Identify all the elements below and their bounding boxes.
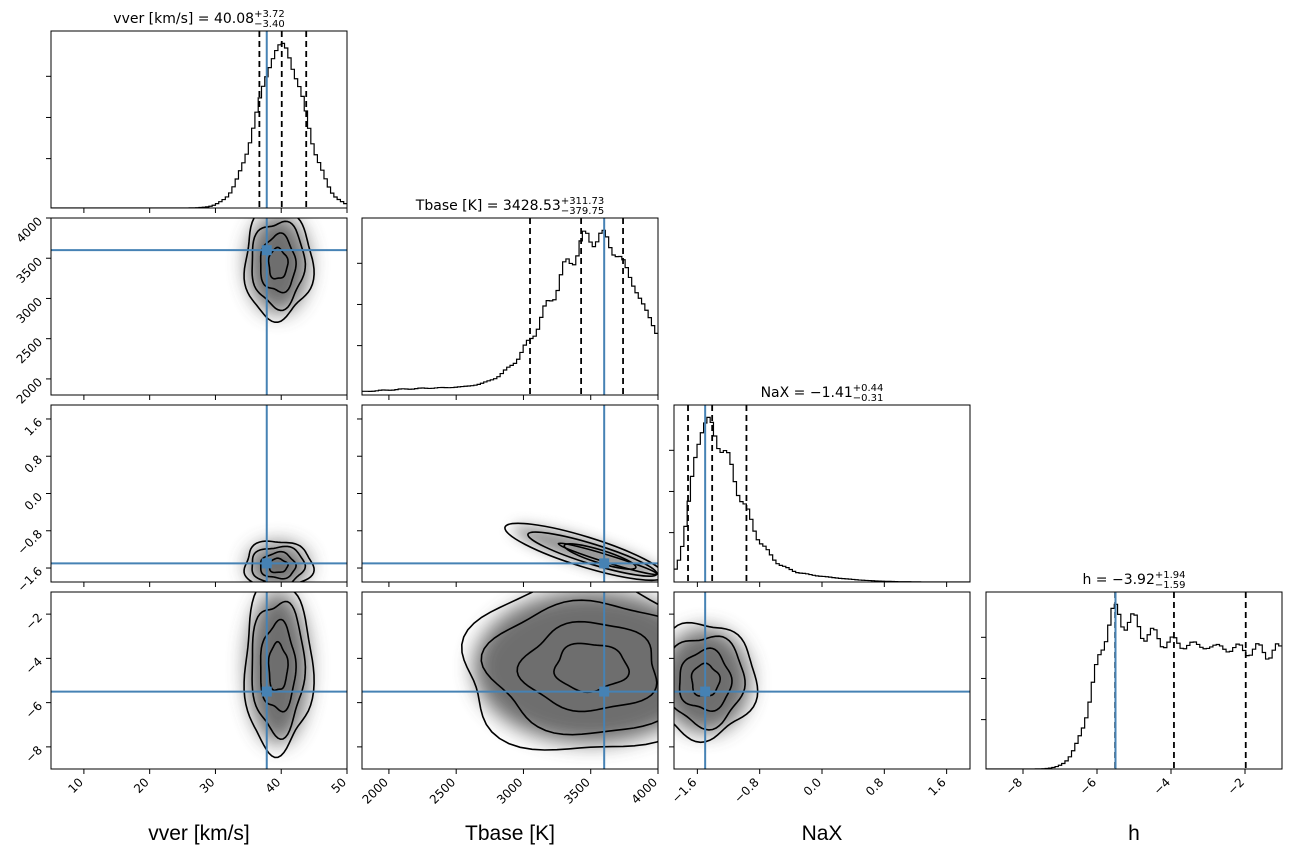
panel-frame bbox=[50, 217, 348, 396]
density-shade bbox=[247, 543, 309, 582]
contour-0 bbox=[674, 621, 759, 744]
contour-panel-vver-NaX: −1.6 −0.8 0.0 0.8 1.6 bbox=[15, 404, 348, 595]
title-NaX: NaX = −1.41+0.44 −0.31 bbox=[761, 383, 884, 404]
x-tick-label-Tbase: 3000 bbox=[494, 775, 525, 806]
panel-frame bbox=[985, 591, 1283, 770]
x-tick-label-Tbase: 4000 bbox=[629, 775, 660, 806]
contour-0 bbox=[460, 592, 658, 751]
histogram-panel-h: −8 −6 −4 −2 bbox=[981, 591, 1283, 798]
y-tick-label-NaX: −0.8 bbox=[15, 527, 46, 558]
x-tick-label-Tbase: 3500 bbox=[561, 775, 592, 806]
y-tick-label-NaX: 0.8 bbox=[22, 452, 45, 475]
histogram-panel-vver bbox=[46, 30, 348, 213]
contour-2 bbox=[516, 620, 658, 713]
histogram-Tbase bbox=[362, 229, 658, 392]
histogram-NaX bbox=[674, 416, 970, 582]
contour-3 bbox=[553, 642, 631, 694]
axis-label-NaX: NaX bbox=[802, 822, 843, 845]
truth-marker bbox=[261, 245, 272, 256]
contour-3 bbox=[267, 246, 289, 280]
contour-panel-Tbase-NaX bbox=[357, 404, 659, 587]
histogram-panel-NaX bbox=[669, 404, 971, 587]
y-tick-label-Tbase: 3000 bbox=[14, 295, 45, 326]
x-tick-label-h: −4 bbox=[1151, 775, 1173, 797]
contour-1 bbox=[251, 600, 307, 741]
x-tick-label-Tbase: 2500 bbox=[427, 775, 458, 806]
x-tick-label-vver: 10 bbox=[65, 775, 86, 796]
panel-frame bbox=[361, 217, 659, 396]
y-tick-label-h: −4 bbox=[23, 655, 45, 677]
x-tick-label-h: −2 bbox=[1225, 775, 1247, 797]
y-tick-label-Tbase: 4000 bbox=[14, 214, 45, 245]
truth-marker bbox=[599, 558, 610, 569]
x-tick-label-vver: 50 bbox=[328, 775, 349, 796]
truth-marker bbox=[599, 686, 610, 697]
contour-3 bbox=[267, 640, 289, 692]
truth-marker bbox=[700, 686, 711, 697]
x-tick-label-vver: 20 bbox=[131, 775, 152, 796]
histogram-vver bbox=[51, 42, 347, 208]
y-tick-label-h: −8 bbox=[23, 743, 45, 765]
histogram-panel-Tbase bbox=[357, 217, 659, 400]
contour-panel-vver-h: 10 20 30 40 50 −8 −6 −4 −2 bbox=[23, 591, 349, 796]
axis-label-Tbase: Tbase [K] bbox=[465, 822, 555, 845]
x-tick-label-NaX: 0.8 bbox=[863, 775, 886, 798]
x-tick-label-NaX: −0.8 bbox=[731, 775, 762, 806]
y-tick-label-h: −2 bbox=[23, 610, 45, 632]
title-h: h = −3.92+1.94 −1.59 bbox=[1082, 570, 1185, 591]
axis-label-h: h bbox=[1128, 822, 1140, 845]
panel-frame bbox=[50, 30, 348, 209]
density-shade bbox=[473, 592, 658, 744]
contour-2 bbox=[259, 550, 297, 580]
title-vver: vver [km/s] = 40.08+3.72 −3.40 bbox=[113, 9, 284, 30]
panel-frame bbox=[673, 404, 971, 583]
contour-0 bbox=[243, 540, 315, 582]
contour-1 bbox=[251, 545, 307, 582]
contour-2 bbox=[678, 647, 733, 713]
x-tick-label-Tbase: 2000 bbox=[360, 775, 391, 806]
contour-1 bbox=[480, 599, 658, 736]
contour-1 bbox=[251, 220, 307, 312]
contour-0 bbox=[243, 218, 315, 324]
y-tick-label-h: −6 bbox=[23, 699, 45, 721]
contour-2 bbox=[259, 618, 297, 713]
contour-1 bbox=[674, 635, 746, 731]
y-tick-label-Tbase: 3500 bbox=[14, 254, 45, 285]
contour-3 bbox=[690, 662, 722, 697]
x-tick-label-NaX: 0.0 bbox=[801, 775, 824, 798]
y-tick-label-Tbase: 2000 bbox=[14, 375, 45, 406]
x-tick-label-h: −8 bbox=[1003, 775, 1025, 797]
x-tick-label-NaX: −1.6 bbox=[669, 775, 700, 806]
contour-panel-vver-Tbase: 2000 2500 3000 3500 4000 bbox=[14, 214, 348, 407]
panel-frame bbox=[361, 591, 659, 770]
title-Tbase: Tbase [K] = 3428.53+311.73 −379.75 bbox=[415, 196, 604, 217]
x-tick-label-vver: 40 bbox=[263, 775, 284, 796]
y-tick-label-NaX: 1.6 bbox=[22, 415, 45, 438]
y-tick-label-Tbase: 2500 bbox=[14, 335, 45, 366]
contour-2 bbox=[259, 232, 297, 294]
truth-marker bbox=[261, 558, 272, 569]
y-tick-label-NaX: 0.0 bbox=[22, 490, 45, 513]
contour-0 bbox=[504, 522, 658, 582]
x-tick-label-vver: 30 bbox=[197, 775, 218, 796]
density-shade bbox=[247, 218, 309, 314]
y-tick-label-NaX: −1.6 bbox=[15, 564, 46, 595]
density-shade bbox=[674, 628, 751, 733]
x-tick-label-h: −6 bbox=[1077, 775, 1099, 797]
contour-panel-NaX-h: −1.6 −0.8 0.0 0.8 1.6 bbox=[669, 591, 971, 806]
x-tick-label-NaX: 1.6 bbox=[925, 775, 948, 798]
contour-0 bbox=[243, 592, 315, 759]
histogram-h bbox=[986, 603, 1282, 769]
truth-marker bbox=[261, 686, 272, 697]
panel-frame bbox=[50, 591, 348, 770]
density-shade bbox=[247, 592, 309, 744]
contour-panel-Tbase-h: 2000 2500 3000 3500 4000 bbox=[357, 591, 660, 807]
axis-label-vver: vver [km/s] bbox=[148, 822, 250, 845]
